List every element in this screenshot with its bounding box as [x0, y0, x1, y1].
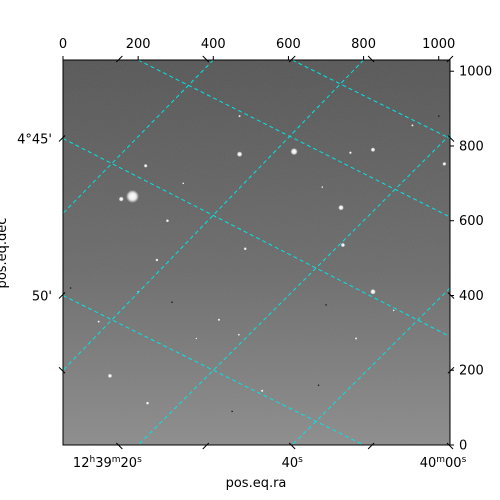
dark-speck: [69, 287, 72, 289]
grid-line: [63, 60, 214, 214]
star: [107, 373, 113, 379]
dark-speck: [171, 301, 173, 303]
grid-line: [63, 138, 450, 338]
tick-label: 40s​: [282, 455, 304, 471]
star: [411, 124, 414, 127]
tick-label: 0: [59, 37, 67, 52]
tick-label: 12h​39m​20s​: [73, 455, 142, 471]
tick-label: 40m​00s​: [420, 455, 467, 471]
axis-tick: [288, 442, 296, 450]
star: [260, 389, 264, 393]
axis-tick: [288, 55, 296, 63]
star: [238, 114, 241, 118]
axis-tick: [447, 292, 455, 299]
grid-line: [63, 60, 364, 371]
star: [338, 204, 344, 211]
star: [165, 219, 170, 223]
axis-tick: [367, 442, 375, 450]
star: [143, 163, 148, 168]
dark-speck: [325, 304, 327, 306]
star: [217, 318, 221, 322]
coordinate-grid: [63, 60, 450, 445]
axis-ticks: [58, 55, 455, 450]
dark-speck: [438, 115, 440, 117]
star: [126, 189, 140, 203]
star: [340, 242, 346, 248]
tick-label: 1000: [459, 65, 492, 80]
axis-tick: [446, 442, 454, 450]
star: [118, 196, 124, 202]
axis-tick: [58, 292, 66, 299]
axis-tick: [367, 55, 375, 63]
axis-tick: [447, 366, 455, 374]
star: [97, 320, 100, 323]
image-area: [63, 60, 450, 445]
grid-line: [137, 134, 450, 445]
grid-line: [291, 287, 450, 445]
tick-label: 800: [459, 139, 484, 154]
axis-tick: [116, 55, 123, 63]
tick-label: 4°45': [17, 132, 52, 147]
star: [354, 337, 358, 340]
axis-tick: [202, 55, 210, 63]
star: [442, 161, 447, 166]
tick-label: 1000: [422, 37, 455, 52]
star: [236, 151, 243, 157]
tick-label: 400: [459, 289, 484, 304]
axis-tick: [116, 442, 123, 450]
dark-specks: [69, 115, 440, 413]
star: [290, 147, 298, 156]
tick-label: 50': [32, 289, 52, 304]
grid-line: [137, 60, 450, 218]
tick-label: 600: [459, 214, 484, 229]
x-axis-label: pos.eq.ra: [226, 476, 287, 491]
tick-labels: 0 200 400 600 800 1000 0 200 400 600 800 1000 12h​39…: [17, 37, 492, 471]
dark-speck: [231, 410, 233, 413]
star: [370, 147, 376, 153]
tick-label: 0: [459, 439, 467, 454]
star: [243, 247, 247, 251]
axis-tick: [202, 442, 210, 450]
axis-tick: [447, 135, 455, 142]
star: [195, 337, 198, 340]
tick-label: 400: [201, 37, 226, 52]
star: [237, 333, 240, 336]
star: [392, 309, 395, 312]
axis-tick: [58, 135, 66, 142]
y-axis-label: pos.eq.dec: [0, 218, 10, 289]
star: [349, 151, 352, 155]
tick-label: 200: [459, 364, 484, 379]
star: [370, 288, 376, 295]
stars: [97, 114, 447, 405]
star: [155, 258, 159, 262]
star: [182, 182, 185, 185]
tick-label: 600: [276, 37, 301, 52]
axis-tick: [58, 366, 66, 374]
image-noise: [63, 60, 450, 445]
tick-label: 800: [351, 37, 376, 52]
axis-tick: [446, 55, 454, 63]
grid-line: [291, 60, 450, 139]
star: [321, 186, 324, 189]
star: [145, 401, 150, 405]
dark-speck: [317, 384, 320, 386]
plot-frame: [62, 59, 451, 446]
tick-label: 200: [126, 37, 151, 52]
